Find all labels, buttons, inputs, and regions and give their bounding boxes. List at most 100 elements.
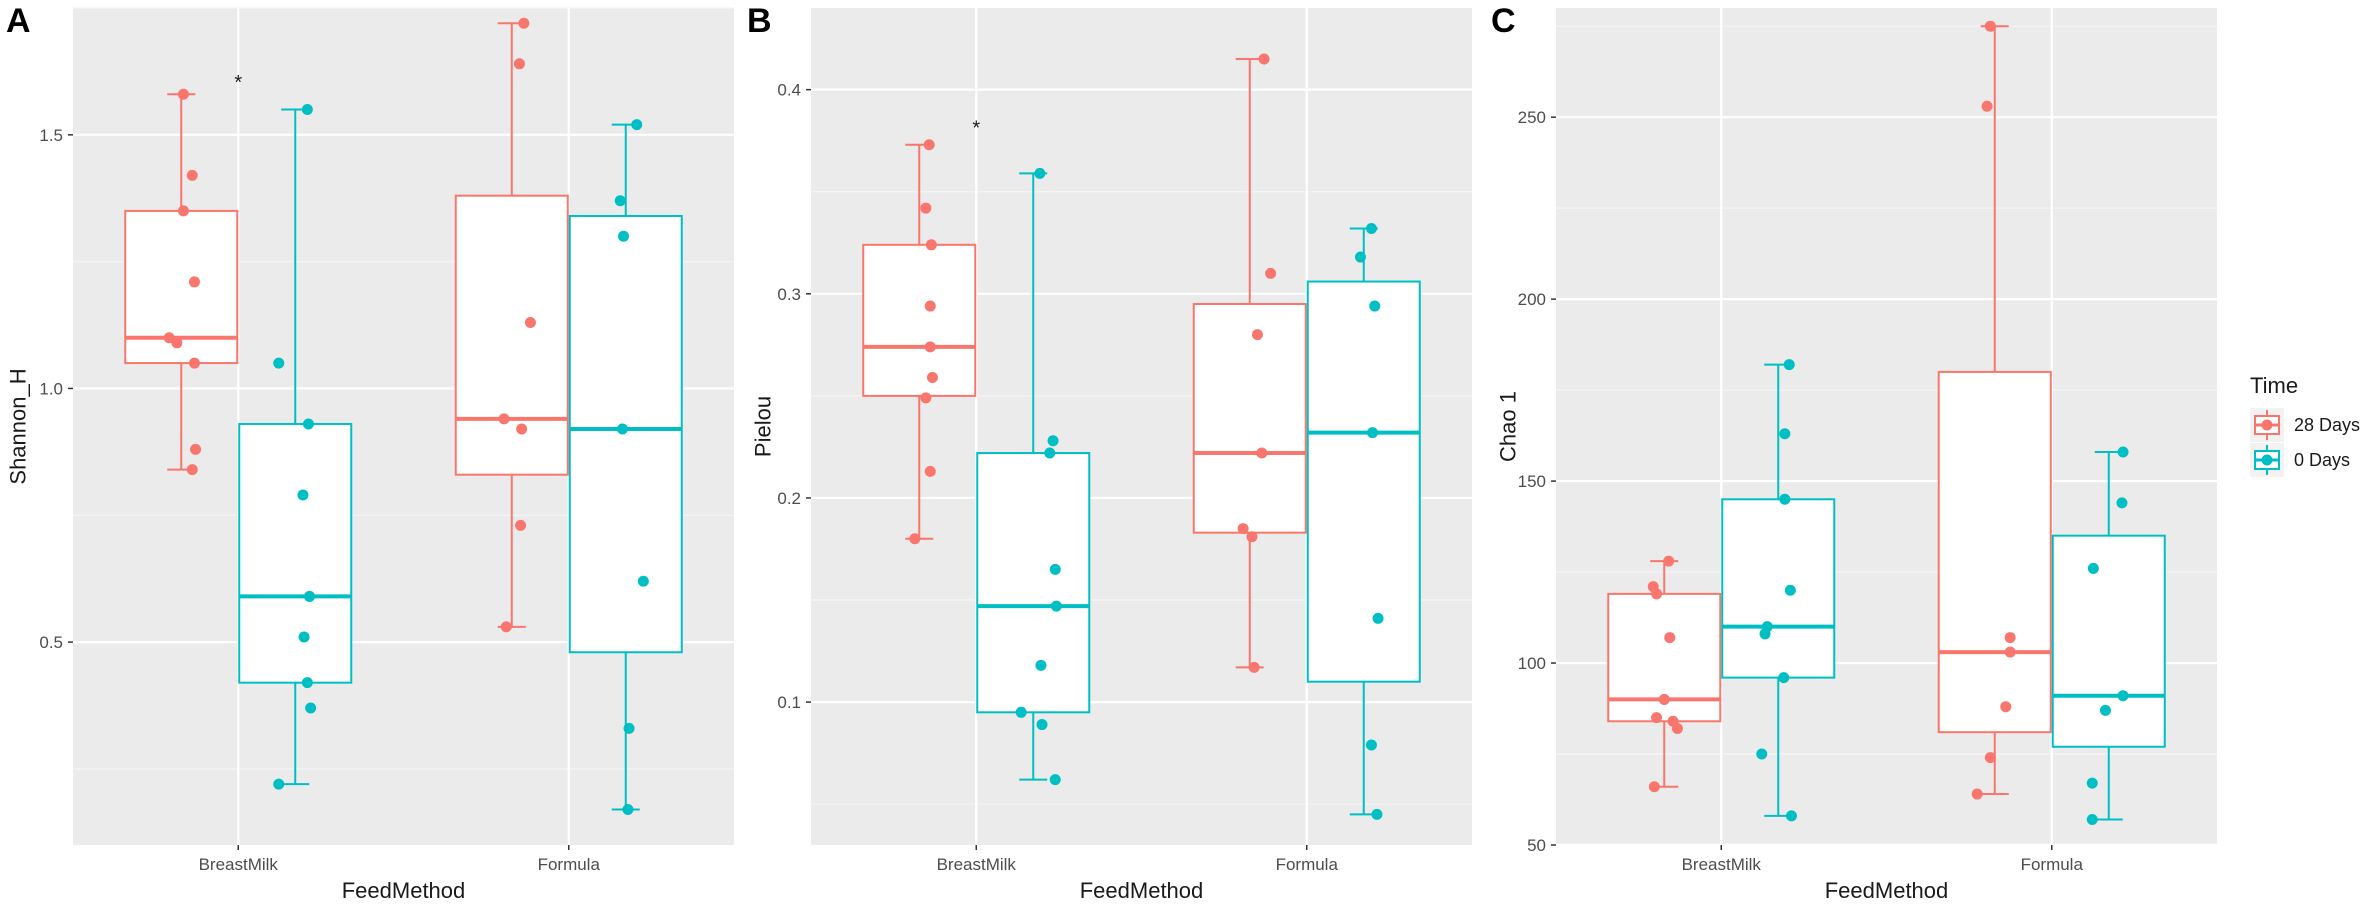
- data-point: [186, 464, 198, 476]
- x-tick-label-formula: Formula: [2021, 855, 2084, 874]
- data-point: [513, 58, 525, 70]
- data-point: [518, 17, 530, 29]
- data-point: [616, 423, 628, 435]
- data-point: [1663, 555, 1675, 567]
- data-point: [177, 205, 189, 217]
- data-point: [297, 489, 309, 501]
- x-tick-label-breastmilk: BreastMilk: [199, 855, 279, 874]
- significance-asterisk: *: [972, 117, 980, 139]
- data-point: [618, 230, 630, 242]
- data-point: [1369, 300, 1381, 312]
- data-point: [301, 103, 313, 115]
- data-point: [925, 239, 937, 251]
- y-tick-label: 250: [1518, 108, 1546, 127]
- box-0-days-formula: [2051, 446, 2166, 826]
- panel-label: B: [747, 2, 772, 40]
- data-point: [305, 702, 317, 714]
- data-point: [186, 169, 198, 181]
- iqr-box: [1721, 498, 1836, 679]
- panel-label: C: [1491, 2, 1516, 40]
- data-point: [924, 465, 936, 477]
- data-point: [2116, 497, 2128, 509]
- data-point: [920, 202, 932, 214]
- data-point: [1759, 628, 1771, 640]
- iqr-box: [862, 243, 977, 397]
- data-point: [623, 722, 635, 734]
- data-point: [1971, 788, 1983, 800]
- data-point: [1354, 251, 1366, 263]
- data-point: [1981, 100, 1993, 112]
- data-point: [524, 317, 536, 329]
- box-28-days-formula: [1937, 20, 2052, 800]
- iqr-box: [454, 194, 569, 476]
- y-tick-label: 1.0: [39, 379, 63, 398]
- iqr-box: [568, 214, 683, 654]
- box-0-days-formula: [568, 119, 683, 815]
- data-point: [515, 519, 527, 531]
- x-tick-label-formula: Formula: [1276, 855, 1339, 874]
- data-point: [1658, 693, 1670, 705]
- data-point: [1365, 222, 1377, 234]
- y-tick-label: 50: [1527, 836, 1546, 855]
- data-point: [171, 337, 183, 349]
- data-point: [1265, 267, 1277, 279]
- legend-label: 28 Days: [2294, 415, 2360, 435]
- legend-item-0-days: 0 Days: [2250, 443, 2350, 477]
- data-point: [1049, 774, 1061, 786]
- data-point: [1651, 712, 1663, 724]
- legend-title: Time: [2250, 373, 2298, 398]
- iqr-box: [238, 422, 353, 684]
- data-point: [920, 392, 932, 404]
- data-point: [1779, 493, 1791, 505]
- data-point: [1984, 752, 1996, 764]
- y-tick-label: 100: [1518, 654, 1546, 673]
- y-tick-label: 150: [1518, 472, 1546, 491]
- data-point: [1756, 748, 1768, 760]
- box-28-days-formula: [454, 17, 569, 633]
- data-point: [1365, 739, 1377, 751]
- data-point: [1258, 53, 1270, 65]
- data-point: [1648, 781, 1660, 793]
- data-point: [924, 341, 936, 353]
- data-point: [637, 575, 649, 587]
- x-axis-title: FeedMethod: [342, 878, 466, 903]
- data-point: [302, 418, 314, 430]
- y-axis-title: Shannon_H: [6, 368, 31, 484]
- data-point: [1044, 447, 1056, 459]
- data-point: [190, 443, 202, 455]
- data-point: [188, 276, 200, 288]
- data-point: [273, 357, 285, 369]
- data-point: [498, 413, 510, 425]
- box-28-days-breastmilk: [1607, 555, 1722, 793]
- data-point: [1050, 600, 1062, 612]
- data-point: [298, 631, 310, 643]
- y-tick-label: 0.1: [777, 693, 801, 712]
- data-point: [2086, 777, 2098, 789]
- data-point: [909, 533, 921, 545]
- legend: Time 28 Days 0 Days: [2250, 373, 2360, 477]
- data-point: [1034, 167, 1046, 179]
- panel-label: A: [6, 2, 31, 40]
- data-point: [926, 372, 938, 384]
- y-tick-label: 0.3: [777, 285, 801, 304]
- data-point: [622, 803, 634, 815]
- data-point: [2086, 814, 2098, 826]
- data-point: [1778, 672, 1790, 684]
- data-point: [2004, 646, 2016, 658]
- x-tick-label-formula: Formula: [538, 855, 601, 874]
- data-point: [1651, 588, 1663, 600]
- data-point: [1251, 329, 1263, 341]
- significance-asterisk: *: [234, 72, 242, 94]
- box-0-days-formula: [1306, 222, 1421, 820]
- data-point: [1785, 810, 1797, 822]
- data-point: [273, 778, 285, 790]
- data-point: [1237, 523, 1249, 535]
- data-point: [1036, 719, 1048, 731]
- y-tick-label: 0.2: [777, 489, 801, 508]
- legend-key-point: [2261, 454, 2273, 466]
- data-point: [1047, 435, 1059, 447]
- data-point: [2117, 690, 2129, 702]
- y-tick-label: 0.4: [777, 81, 801, 100]
- legend-label: 0 Days: [2294, 450, 2350, 470]
- legend-item-28-days: 28 Days: [2250, 408, 2360, 442]
